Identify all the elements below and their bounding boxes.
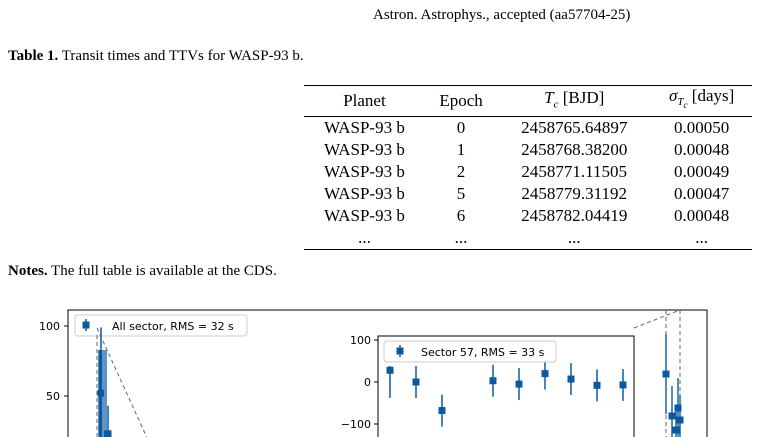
table-notes: Notes. The full table is available at th… <box>8 263 277 280</box>
main-legend-text: All sector, RMS = 32 s <box>112 320 234 333</box>
caption-label: Table 1. <box>8 48 59 64</box>
inset-legend-text: Sector 57, RMS = 33 s <box>421 346 545 359</box>
main-axes-frame <box>67 309 708 437</box>
table-cell: 2458782.04419 <box>521 205 628 225</box>
table-row: WASP-93 b 6 2458782.04419 0.00048 <box>304 205 752 227</box>
table-cell: 1 <box>456 139 466 159</box>
inset-y-ticks: 100 0 −100 <box>341 334 378 431</box>
table-row: WASP-93 b 5 2458779.31192 0.00047 <box>304 183 752 205</box>
inset-legend-box <box>383 340 557 363</box>
running-head: Astron. Astrophys., accepted (aa57704-25… <box>373 7 631 23</box>
main-y-tick-label: 50 <box>46 390 60 403</box>
notes-text: The full table is available at the CDS. <box>47 263 277 279</box>
right-point <box>662 370 670 378</box>
inset-point <box>541 370 549 378</box>
caption-text: Transit times and TTVs for WASP-93 b. <box>58 48 304 64</box>
main-data-points <box>97 327 112 437</box>
header-planet: Planet <box>304 85 425 117</box>
inset-point <box>515 380 523 388</box>
table-cell: 2458768.38200 <box>521 139 628 159</box>
inset-legend: Sector 57, RMS = 33 s <box>383 340 557 363</box>
inset-point <box>619 381 627 389</box>
table-cell: ... <box>497 226 652 250</box>
main-point <box>97 389 105 397</box>
right-point <box>676 416 684 424</box>
inset-data-points <box>386 357 627 427</box>
table-cell: 0.00050 <box>674 117 730 137</box>
table-cell: WASP-93 b <box>324 205 405 225</box>
table-cell: WASP-93 b <box>324 139 405 159</box>
main-y-ticks: 100 50 <box>39 320 68 403</box>
table-cell: WASP-93 b <box>324 183 405 203</box>
table-cell: WASP-93 b <box>324 117 405 137</box>
inset-y-tick-label: 100 <box>350 334 371 347</box>
zoom-connector-right <box>633 309 681 329</box>
main-legend-box <box>74 314 248 337</box>
table-cell: ... <box>651 226 752 250</box>
table-row: ............ <box>304 226 752 250</box>
inset-y-tick-label: −100 <box>341 418 371 431</box>
right-cluster-points <box>662 334 684 437</box>
table-cell: 5 <box>456 183 466 203</box>
table-cell: 0.00048 <box>674 139 730 159</box>
table-row: WASP-93 b 1 2458768.38200 0.00048 <box>304 139 752 161</box>
inset-point <box>438 407 446 415</box>
table-cell: 2 <box>456 161 466 181</box>
main-point <box>104 430 112 437</box>
inset-point <box>567 375 575 383</box>
inset-point <box>489 377 497 385</box>
table-row: WASP-93 b 2 2458771.11505 0.00049 <box>304 161 752 183</box>
table-cell: 6 <box>456 205 466 225</box>
table-cell: ... <box>304 226 425 250</box>
right-point <box>672 426 680 434</box>
inset-point <box>593 381 601 389</box>
main-legend-marker <box>82 321 90 329</box>
ttv-figure: 100 50 All sector, RMS = 32 s 100 0 −100 Se… <box>39 309 708 437</box>
table-cell: ... <box>424 226 498 250</box>
main-y-tick-label: 100 <box>39 320 60 333</box>
table-cell: WASP-93 b <box>324 161 405 181</box>
header-tc: Tc [BJD] <box>497 85 652 117</box>
table-cell: 0.00049 <box>674 161 730 181</box>
header-epoch: Epoch <box>424 85 498 117</box>
inset-y-tick-label: 0 <box>364 376 371 389</box>
table-cell: 2458765.64897 <box>521 117 628 137</box>
ttv-table: Planet Epoch Tc [BJD] σTc [days] WASP-93… <box>304 85 752 250</box>
inset-point <box>386 366 394 374</box>
notes-label: Notes. <box>8 263 48 279</box>
inset-point <box>412 378 420 386</box>
header-sigma: σTc [days] <box>651 85 752 117</box>
table-header-row: Planet Epoch Tc [BJD] σTc [days] <box>304 85 752 117</box>
table-cell: 0.00047 <box>674 183 730 203</box>
inset-legend-marker <box>396 347 404 355</box>
table-row: WASP-93 b 0 2458765.64897 0.00050 <box>304 116 752 139</box>
right-point <box>674 404 682 412</box>
right-point <box>668 412 676 420</box>
table-cell: 2458771.11505 <box>521 161 628 181</box>
table-cell: 0.00048 <box>674 205 730 225</box>
table-cell: 2458779.31192 <box>521 183 628 203</box>
main-legend: All sector, RMS = 32 s <box>74 314 248 337</box>
table-cell: 0 <box>456 117 466 137</box>
table-caption: Table 1. Transit times and TTVs for WASP… <box>8 48 304 65</box>
